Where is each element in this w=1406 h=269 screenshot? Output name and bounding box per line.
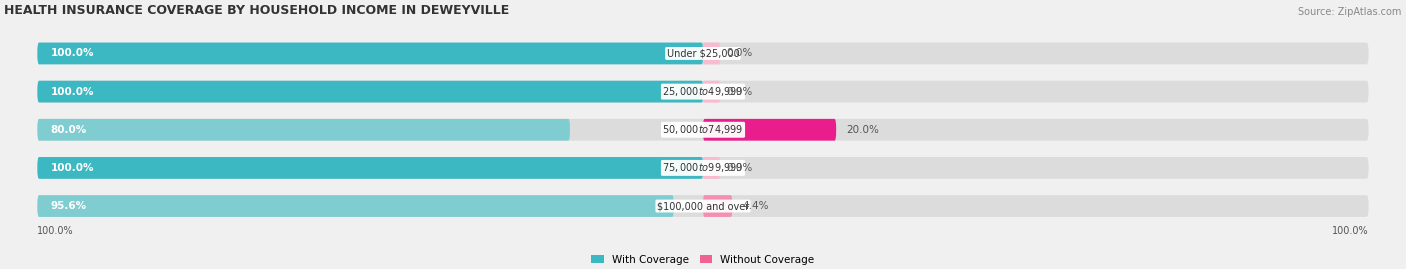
Text: 100.0%: 100.0% (38, 226, 75, 236)
FancyBboxPatch shape (38, 119, 1368, 141)
Text: $100,000 and over: $100,000 and over (657, 201, 749, 211)
Text: 4.4%: 4.4% (742, 201, 769, 211)
Text: Under $25,000: Under $25,000 (666, 48, 740, 58)
Text: $25,000 to $49,999: $25,000 to $49,999 (662, 85, 744, 98)
Text: HEALTH INSURANCE COVERAGE BY HOUSEHOLD INCOME IN DEWEYVILLE: HEALTH INSURANCE COVERAGE BY HOUSEHOLD I… (4, 4, 509, 17)
FancyBboxPatch shape (703, 81, 720, 102)
FancyBboxPatch shape (703, 157, 720, 179)
Text: 100.0%: 100.0% (1331, 226, 1368, 236)
FancyBboxPatch shape (38, 195, 1368, 217)
FancyBboxPatch shape (703, 195, 733, 217)
FancyBboxPatch shape (38, 195, 673, 217)
FancyBboxPatch shape (38, 43, 703, 64)
FancyBboxPatch shape (703, 43, 720, 64)
Text: 20.0%: 20.0% (846, 125, 879, 135)
FancyBboxPatch shape (703, 119, 837, 141)
FancyBboxPatch shape (38, 81, 703, 102)
Text: Source: ZipAtlas.com: Source: ZipAtlas.com (1299, 7, 1402, 17)
FancyBboxPatch shape (38, 157, 703, 179)
Legend: With Coverage, Without Coverage: With Coverage, Without Coverage (592, 255, 814, 265)
Text: 80.0%: 80.0% (51, 125, 87, 135)
FancyBboxPatch shape (38, 119, 569, 141)
Text: 0.0%: 0.0% (727, 48, 752, 58)
FancyBboxPatch shape (38, 81, 1368, 102)
FancyBboxPatch shape (38, 43, 1368, 64)
Text: 0.0%: 0.0% (727, 87, 752, 97)
Text: 100.0%: 100.0% (51, 48, 94, 58)
FancyBboxPatch shape (38, 157, 1368, 179)
Text: 95.6%: 95.6% (51, 201, 87, 211)
Text: 0.0%: 0.0% (727, 163, 752, 173)
Text: 100.0%: 100.0% (51, 87, 94, 97)
Text: $50,000 to $74,999: $50,000 to $74,999 (662, 123, 744, 136)
Text: 100.0%: 100.0% (51, 163, 94, 173)
Text: $75,000 to $99,999: $75,000 to $99,999 (662, 161, 744, 174)
